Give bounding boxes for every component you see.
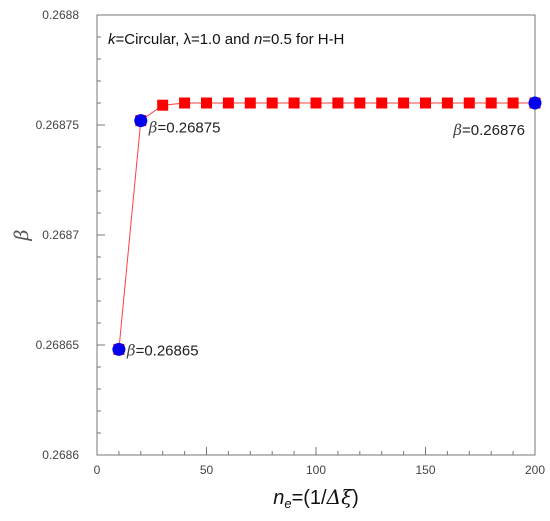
data-annotation: β=0.26865 <box>126 341 199 359</box>
x-tick-label: 100 <box>306 463 326 477</box>
x-axis-label: ne=(1/Δξ) <box>273 485 359 511</box>
data-point-square <box>398 97 410 109</box>
data-point-square <box>376 97 388 109</box>
y-tick-label: 0.2687 <box>42 228 79 242</box>
data-point-square <box>507 97 519 109</box>
x-axis-label-part: =(1/ <box>292 487 327 509</box>
annotation-symbol: β <box>126 341 136 359</box>
y-tick-label: 0.26865 <box>36 338 80 352</box>
x-tick-label: 0 <box>94 463 101 477</box>
x-axis-label-part: n <box>273 487 284 509</box>
y-axis-label: β <box>11 229 33 241</box>
data-point-square <box>485 97 497 109</box>
annotation-value: =0.26875 <box>157 120 220 137</box>
data-point-square <box>332 97 344 109</box>
chart-title-part: k <box>108 31 117 48</box>
data-point-square <box>463 97 475 109</box>
annotation-symbol: β <box>452 121 462 139</box>
data-annotation: β=0.26876 <box>452 121 525 139</box>
data-point-highlight <box>528 96 542 110</box>
plot-frame <box>96 14 536 456</box>
chart-title-part: =Circular, <box>116 31 184 48</box>
data-point-square <box>266 97 278 109</box>
data-point-highlight <box>112 342 126 356</box>
chart-title-part: =0.5 for H-H <box>262 31 344 48</box>
annotation-symbol: β <box>148 119 158 137</box>
x-axis-label-part: ) <box>352 487 359 509</box>
data-point-square <box>222 97 234 109</box>
data-point-square <box>310 97 322 109</box>
data-point-square <box>179 97 191 109</box>
y-tick-label: 0.26875 <box>36 118 80 132</box>
annotation-value: =0.26876 <box>462 122 525 139</box>
data-point-square <box>441 97 453 109</box>
y-tick-label: 0.2686 <box>42 448 79 462</box>
data-point-square <box>288 97 300 109</box>
chart-title-part: =1.0 and <box>191 31 254 48</box>
data-point-square <box>420 97 431 109</box>
annotation-value: =0.26865 <box>136 342 199 359</box>
chart-title-part: n <box>254 31 262 48</box>
data-point-square <box>354 97 366 109</box>
data-point-square <box>201 97 212 109</box>
chart-title-part: λ <box>183 31 191 48</box>
data-point-square <box>157 99 169 111</box>
x-axis-label-part: e <box>284 496 291 511</box>
x-tick-label: 50 <box>200 463 214 477</box>
data-point-highlight <box>134 114 148 128</box>
x-tick-label: 200 <box>525 463 545 477</box>
x-tick-label: 150 <box>415 463 435 477</box>
y-tick-label: 0.2688 <box>42 8 79 22</box>
data-annotation: β=0.26875 <box>148 119 221 137</box>
x-axis-label-part: Δξ <box>326 485 353 509</box>
chart-title: k=Circular, λ=1.0 and n=0.5 for H-H <box>108 31 344 48</box>
series-line <box>118 102 535 350</box>
data-point-square <box>244 97 256 109</box>
